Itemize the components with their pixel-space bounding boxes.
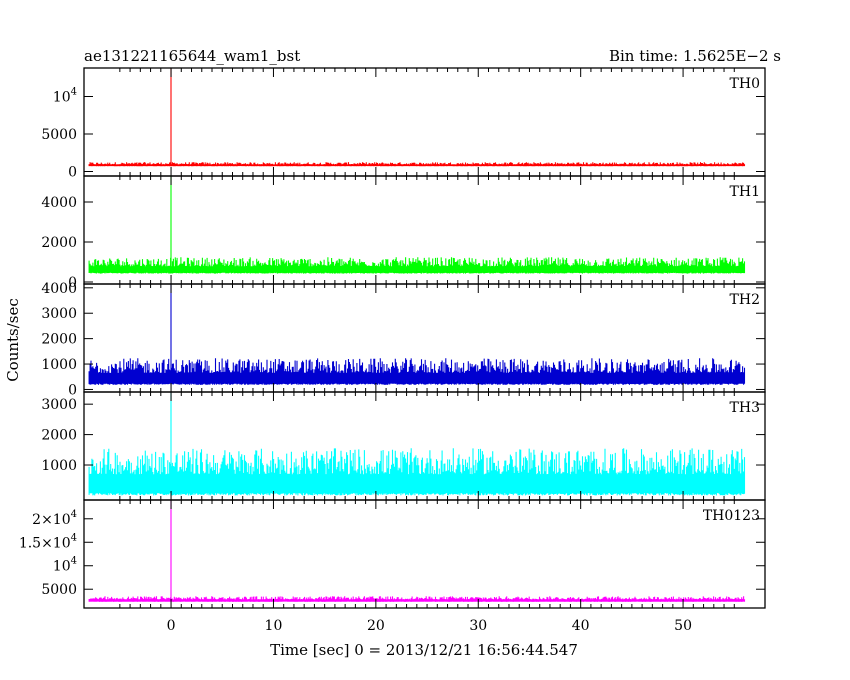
y-tick-label: 0 bbox=[68, 275, 77, 291]
panel-th1: 0 2000 4000 TH1 bbox=[41, 175, 766, 291]
y-tick-label: 3000 bbox=[41, 306, 77, 322]
x-axis: 0 10 20 30 40 50 bbox=[167, 618, 692, 634]
y-tick-label: 4000 bbox=[41, 195, 77, 211]
x-tick-label: 30 bbox=[469, 618, 487, 634]
series-th1 bbox=[88, 176, 746, 274]
panel-label: TH3 bbox=[730, 400, 760, 416]
x-tick-label: 0 bbox=[167, 618, 176, 634]
panel-th2: 0 1000 2000 3000 4000 TH2 bbox=[41, 281, 766, 398]
panel-th0: 0 5000 104 TH0 bbox=[41, 67, 766, 181]
y-tick-label: 3000 bbox=[41, 397, 77, 413]
y-tick-label: 5000 bbox=[41, 127, 77, 143]
panel-label: TH2 bbox=[730, 292, 760, 308]
panel-label: TH1 bbox=[730, 184, 760, 200]
y-tick-label: 5000 bbox=[41, 582, 77, 598]
x-axis-label: Time [sec] 0 = 2013/12/21 16:56:44.547 bbox=[270, 641, 578, 659]
panel-label: TH0123 bbox=[703, 508, 760, 524]
series-th0 bbox=[88, 68, 746, 167]
chart-title: ae131221165644_wam1_bst bbox=[84, 47, 300, 65]
y-tick-label: 104 bbox=[53, 87, 77, 106]
bin-time-label: Bin time: 1.5625E−2 s bbox=[609, 47, 781, 65]
y-tick-label: 4000 bbox=[41, 281, 77, 297]
panel-th0123: 5000 104 1.5×104 2×104 TH0123 bbox=[19, 499, 766, 609]
y-tick-label: 2000 bbox=[41, 428, 77, 444]
y-tick-label: 1000 bbox=[41, 458, 77, 474]
x-tick-label: 40 bbox=[572, 618, 590, 634]
series-th3 bbox=[88, 392, 746, 496]
panels-group: 0 5000 104 TH0 0 2000 4000 TH1 0 1000 2000 3000 4000… bbox=[19, 67, 766, 609]
x-tick-label: 50 bbox=[674, 618, 692, 634]
y-tick-label: 104 bbox=[53, 556, 77, 575]
panel-label: TH0 bbox=[730, 76, 760, 92]
y-tick-label: 2000 bbox=[41, 332, 77, 348]
y-tick-label: 2×104 bbox=[32, 509, 77, 528]
x-tick-label: 20 bbox=[367, 618, 385, 634]
x-tick-label: 10 bbox=[265, 618, 283, 634]
series-th0123 bbox=[88, 500, 746, 602]
y-tick-label: 2000 bbox=[41, 235, 77, 251]
panel-th3: 1000 2000 3000 TH3 bbox=[41, 391, 766, 501]
series-th2 bbox=[88, 284, 746, 385]
panel-frame bbox=[83, 499, 766, 609]
y-axis-label: Counts/sec bbox=[4, 298, 22, 382]
y-tick-label: 0 bbox=[68, 382, 77, 398]
panel-frame bbox=[83, 67, 766, 177]
y-tick-label: 1000 bbox=[41, 357, 77, 373]
y-tick-label: 0 bbox=[68, 165, 77, 181]
y-tick-label: 1.5×104 bbox=[19, 532, 77, 551]
